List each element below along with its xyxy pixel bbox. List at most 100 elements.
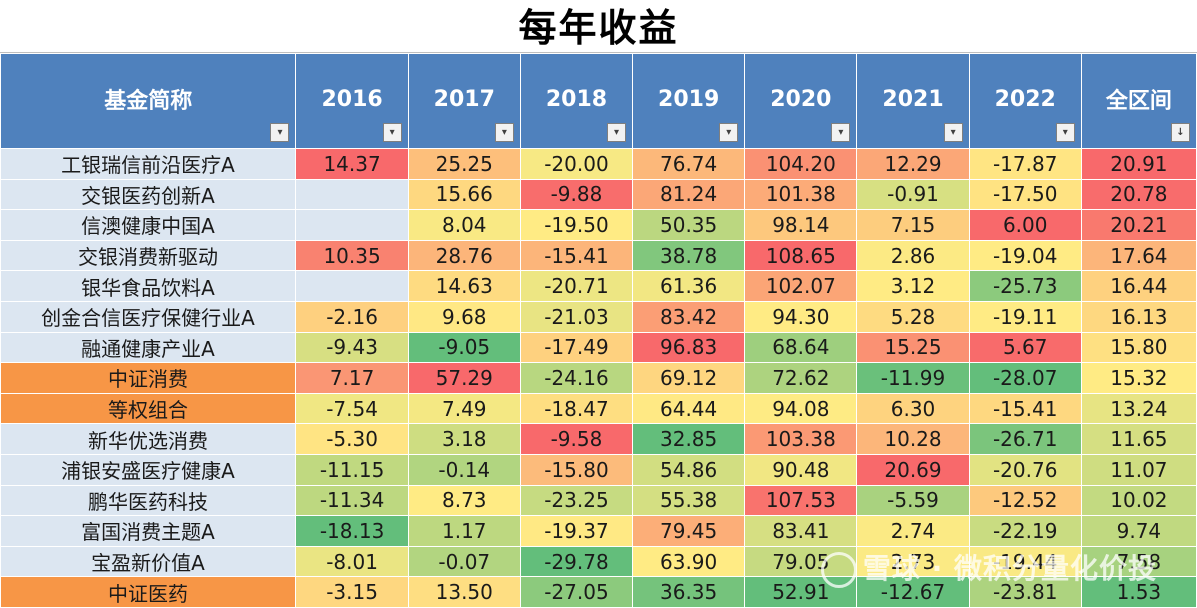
return-value-cell[interactable]: 3.12 xyxy=(856,270,970,302)
return-value-cell[interactable]: -25.73 xyxy=(969,270,1082,302)
column-header-2021[interactable]: 2021 ▾ xyxy=(856,53,970,149)
filter-dropdown-icon[interactable]: ▾ xyxy=(943,123,963,142)
return-value-cell[interactable]: -12.67 xyxy=(856,576,970,608)
fund-name-cell[interactable]: 创金合信医疗保健行业A xyxy=(0,301,297,333)
sort-descending-filter-icon[interactable]: ↓ xyxy=(1171,123,1190,142)
column-header-fund-name[interactable]: 基金简称 ▾ xyxy=(0,53,297,149)
return-value-cell[interactable]: 68.64 xyxy=(744,332,858,364)
return-value-cell[interactable]: -19.37 xyxy=(520,515,634,547)
return-value-cell[interactable]: 52.91 xyxy=(744,576,858,608)
return-value-cell[interactable]: 79.05 xyxy=(744,546,858,578)
fund-name-cell[interactable]: 融通健康产业A xyxy=(0,332,297,364)
return-value-cell[interactable]: -9.43 xyxy=(295,332,409,364)
return-value-cell[interactable]: 107.53 xyxy=(744,485,858,517)
return-value-cell[interactable]: 11.07 xyxy=(1081,454,1197,486)
return-value-cell[interactable]: 63.90 xyxy=(632,546,746,578)
return-value-cell[interactable]: -28.07 xyxy=(969,362,1082,394)
filter-dropdown-icon[interactable]: ▾ xyxy=(607,123,627,142)
return-value-cell[interactable]: -26.71 xyxy=(969,423,1082,455)
return-value-cell[interactable]: 8.04 xyxy=(408,209,521,241)
return-value-cell[interactable]: -20.76 xyxy=(969,454,1082,486)
return-value-cell[interactable]: -0.14 xyxy=(408,454,521,486)
return-value-cell[interactable]: -17.87 xyxy=(969,148,1082,180)
return-value-cell[interactable]: 10.35 xyxy=(295,240,409,272)
return-value-cell[interactable]: -22.19 xyxy=(969,515,1082,547)
return-value-cell[interactable]: 94.08 xyxy=(744,393,858,425)
return-value-cell[interactable]: 10.28 xyxy=(856,423,970,455)
return-value-cell[interactable]: -17.50 xyxy=(969,179,1082,211)
return-value-cell[interactable]: 15.32 xyxy=(1081,362,1197,394)
return-value-cell[interactable]: -20.71 xyxy=(520,270,634,302)
fund-name-cell[interactable]: 信澳健康中国A xyxy=(0,209,297,241)
return-value-cell[interactable]: -23.25 xyxy=(520,485,634,517)
column-header-2019[interactable]: 2019 ▾ xyxy=(632,53,746,149)
column-header-2022[interactable]: 2022 ▾ xyxy=(968,53,1082,149)
return-value-cell[interactable]: 72.62 xyxy=(744,362,858,394)
fund-name-cell[interactable]: 交银消费新驱动 xyxy=(0,240,297,272)
return-value-cell[interactable]: 76.74 xyxy=(632,148,746,180)
return-value-cell[interactable]: -19.11 xyxy=(969,301,1082,333)
return-value-cell[interactable]: 83.41 xyxy=(744,515,858,547)
column-header-2016[interactable]: 2016 ▾ xyxy=(295,53,409,149)
return-value-cell[interactable]: -0.07 xyxy=(408,546,521,578)
return-value-cell[interactable]: -15.41 xyxy=(969,393,1082,425)
return-value-cell[interactable]: 16.13 xyxy=(1081,301,1197,333)
return-value-cell[interactable]: 98.14 xyxy=(744,209,858,241)
return-value-cell[interactable]: -9.05 xyxy=(408,332,521,364)
return-value-cell[interactable]: -27.05 xyxy=(520,576,634,608)
return-value-cell[interactable]: -9.58 xyxy=(520,423,634,455)
return-value-cell[interactable]: 108.65 xyxy=(744,240,858,272)
column-header-full-period[interactable]: 全区间 ↓ xyxy=(1080,53,1197,149)
return-value-cell[interactable]: 14.37 xyxy=(295,148,409,180)
return-value-cell[interactable]: 9.74 xyxy=(1081,515,1197,547)
fund-name-cell[interactable]: 新华优选消费 xyxy=(0,423,297,455)
return-value-cell[interactable]: -15.41 xyxy=(520,240,634,272)
filter-dropdown-icon[interactable]: ▾ xyxy=(1055,123,1075,142)
return-value-cell[interactable]: -19.44 xyxy=(969,546,1082,578)
return-value-cell[interactable]: 6.00 xyxy=(969,209,1082,241)
return-value-cell[interactable]: 55.38 xyxy=(632,485,746,517)
return-value-cell[interactable]: 94.30 xyxy=(744,301,858,333)
return-value-cell[interactable]: 14.63 xyxy=(408,270,521,302)
return-value-cell[interactable]: 83.42 xyxy=(632,301,746,333)
return-value-cell[interactable]: 61.36 xyxy=(632,270,746,302)
filter-dropdown-icon[interactable]: ▾ xyxy=(494,123,514,142)
return-value-cell[interactable] xyxy=(295,179,409,211)
return-value-cell[interactable]: 6.30 xyxy=(856,393,970,425)
return-value-cell[interactable]: 7.58 xyxy=(1081,546,1197,578)
fund-name-cell[interactable]: 银华食品饮料A xyxy=(0,270,297,302)
return-value-cell[interactable]: -24.16 xyxy=(520,362,634,394)
return-value-cell[interactable]: 25.25 xyxy=(408,148,521,180)
filter-dropdown-icon[interactable]: ▾ xyxy=(382,123,402,142)
return-value-cell[interactable]: 64.44 xyxy=(632,393,746,425)
fund-name-cell[interactable]: 宝盈新价值A xyxy=(0,546,297,578)
return-value-cell[interactable]: 2.86 xyxy=(856,240,970,272)
fund-name-cell[interactable]: 浦银安盛医疗健康A xyxy=(0,454,297,486)
return-value-cell[interactable]: -9.88 xyxy=(520,179,634,211)
return-value-cell[interactable]: 2.74 xyxy=(856,515,970,547)
return-value-cell[interactable]: -19.50 xyxy=(520,209,634,241)
fund-name-cell[interactable]: 工银瑞信前沿医疗A xyxy=(0,148,297,180)
filter-dropdown-icon[interactable]: ▾ xyxy=(831,123,851,142)
return-value-cell[interactable]: 102.07 xyxy=(744,270,858,302)
return-value-cell[interactable]: -8.01 xyxy=(295,546,409,578)
return-value-cell[interactable]: -21.03 xyxy=(520,301,634,333)
return-value-cell[interactable]: 15.66 xyxy=(408,179,521,211)
column-header-2018[interactable]: 2018 ▾ xyxy=(519,53,634,149)
filter-dropdown-icon[interactable]: ▾ xyxy=(270,123,290,142)
return-value-cell[interactable]: 13.50 xyxy=(408,576,521,608)
return-value-cell[interactable]: 104.20 xyxy=(744,148,858,180)
return-value-cell[interactable]: 5.67 xyxy=(969,332,1082,364)
return-value-cell[interactable] xyxy=(295,209,409,241)
return-value-cell[interactable]: -17.49 xyxy=(520,332,634,364)
return-value-cell[interactable]: 96.83 xyxy=(632,332,746,364)
return-value-cell[interactable]: -11.34 xyxy=(295,485,409,517)
return-value-cell[interactable]: -11.15 xyxy=(295,454,409,486)
column-header-2017[interactable]: 2017 ▾ xyxy=(407,53,521,149)
return-value-cell[interactable]: 11.65 xyxy=(1081,423,1197,455)
return-value-cell[interactable]: 20.78 xyxy=(1081,179,1197,211)
return-value-cell[interactable]: -19.04 xyxy=(969,240,1082,272)
return-value-cell[interactable]: 90.48 xyxy=(744,454,858,486)
return-value-cell[interactable]: -15.80 xyxy=(520,454,634,486)
fund-name-cell[interactable]: 交银医药创新A xyxy=(0,179,297,211)
